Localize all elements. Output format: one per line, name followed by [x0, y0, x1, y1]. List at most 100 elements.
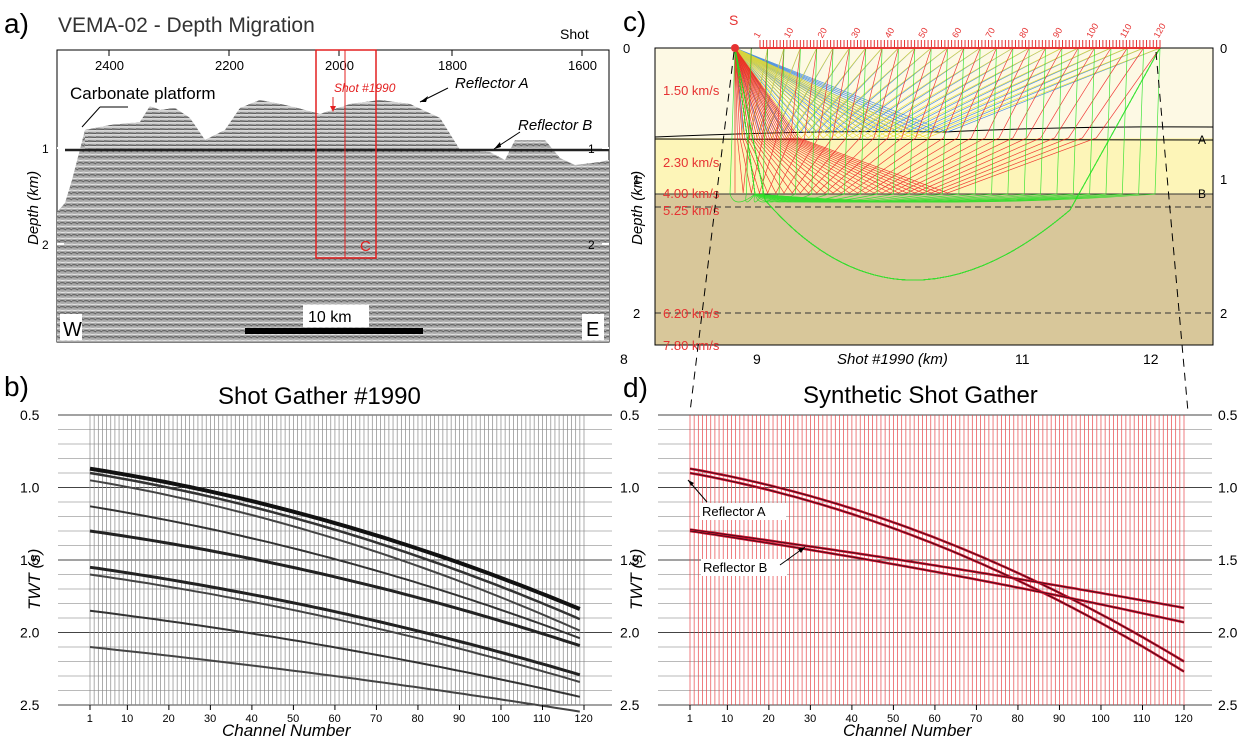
- west-label: W: [63, 319, 82, 341]
- x-tick-label: 70: [970, 713, 982, 725]
- shot-tick-label: 2400: [95, 58, 124, 73]
- receiver-tick-label: 80: [1017, 26, 1031, 40]
- y-tick-label: 1.5: [1218, 552, 1238, 568]
- reflector-a-label: Reflector A: [455, 75, 529, 92]
- synthetic-event-a1-core: [689, 468, 1185, 662]
- shot-tick-label: 1600: [568, 58, 597, 73]
- y-tick-label: 1.0: [620, 480, 640, 496]
- reflector-b-label: Reflector B: [518, 117, 592, 134]
- receiver-tick-label: 10: [782, 26, 796, 40]
- reflector-a-tag-bg: [700, 503, 786, 520]
- receiver-tick-label: 100: [1084, 22, 1100, 40]
- receiver-tick-label: 1: [752, 30, 763, 39]
- x-tick-label: 8: [620, 351, 628, 367]
- velocity-label: 1.50 km/s: [663, 83, 720, 98]
- east-label-bg: [582, 314, 604, 340]
- shot-gather-plot: 0.51.01.52.02.51 10 20 30 40 50 60 70 80 90 100 110…: [20, 407, 612, 740]
- reflection-event: [89, 565, 581, 677]
- y-tick-label: 2.5: [620, 697, 640, 713]
- x-tick-label: 30: [804, 713, 816, 725]
- x-tick-label: 40: [245, 713, 257, 725]
- panel-c: c) 1 10 20 30 40 50 60 70 80 90 100 110 120 S 0 1 2 …: [615, 0, 1246, 372]
- panel-a-title: VEMA-02 - Depth Migration: [58, 14, 315, 37]
- panel-a-ylabel: Depth (km): [25, 171, 42, 245]
- x-tick-label: 1: [87, 713, 93, 725]
- depth-tick-label: 1: [588, 142, 595, 156]
- reflector-b-tag: Reflector B: [703, 560, 767, 575]
- synthetic-event-b1-core: [689, 529, 1185, 609]
- x-tick-label: 12: [1143, 351, 1159, 367]
- x-tick-label: 110: [533, 713, 551, 725]
- reflector-b-tag-arrowhead: [798, 547, 805, 553]
- carbonate-leader: [81, 106, 128, 128]
- x-tick-label: 90: [1053, 713, 1065, 725]
- green-ray-fan-1: [729, 47, 1161, 203]
- y-tick-label: 2.5: [20, 697, 40, 713]
- shot-annotation: Shot #1990: [334, 81, 396, 95]
- receiver-tick-label: 20: [815, 26, 829, 40]
- x-tick-label: 9: [753, 351, 761, 367]
- x-tick-label: 1: [687, 713, 693, 725]
- y-tick-label: 1.0: [1218, 480, 1238, 496]
- receiver-tick-label: 90: [1051, 26, 1065, 40]
- shot-tick-label: 2200: [215, 58, 244, 73]
- y-tick-label: 1.0: [20, 480, 40, 496]
- x-tick-label: 40: [845, 713, 857, 725]
- receiver-tick-label: 50: [916, 26, 930, 40]
- scale-bar: [245, 328, 423, 334]
- x-tick-label: 110: [1133, 713, 1151, 725]
- x-tick-label: 20: [762, 713, 774, 725]
- y-tick-label: 0.5: [1218, 407, 1238, 423]
- panel-c-xlabel: Shot #1990 (km): [837, 351, 948, 368]
- platform-layers: [85, 100, 460, 150]
- panel-b-title: Shot Gather #1990: [218, 383, 421, 410]
- depth-tick-label: 2: [588, 238, 595, 252]
- panel-a-label: a): [4, 8, 29, 39]
- x-tick-label: 50: [887, 713, 899, 725]
- depth-tick-label: 1: [633, 172, 640, 187]
- x-tick-label: 10: [721, 713, 733, 725]
- receiver-tick-label: 30: [849, 26, 863, 40]
- reflection-event: [89, 505, 581, 640]
- panel-d-xlabel: Channel Number: [843, 721, 973, 740]
- panel-d: d) Synthetic Shot Gather 0.5 1.0 1.5 2.0 2.5…: [615, 372, 1246, 740]
- depth-tick-label: 2: [42, 238, 49, 252]
- depth-tick-label: 1: [1220, 172, 1227, 187]
- x-tick-label: 60: [929, 713, 941, 725]
- velocity-label: 5.25 km/s: [663, 203, 720, 218]
- ray-tracing-model: 1 10 20 30 40 50 60 70 80 90 100 110 120 S 0 1 2 0 1…: [620, 12, 1227, 368]
- x-tick-label: 60: [329, 713, 341, 725]
- synthetic-event-b2-core: [689, 530, 1185, 623]
- panel-a-shot-label: Shot: [560, 26, 589, 42]
- receiver-tick-label: 110: [1118, 22, 1134, 39]
- y-tick-label: 0.5: [620, 407, 640, 423]
- y-tick-label: 0.5: [20, 407, 40, 423]
- reflector-b-arrowhead: [494, 142, 501, 149]
- reflector-b-tag-bg: [701, 559, 787, 576]
- y-tick-label: 2.0: [620, 625, 640, 641]
- panel-c-label: c): [623, 6, 647, 37]
- seismic-texture: [57, 100, 609, 342]
- x-tick-label: 30: [204, 713, 216, 725]
- y-tick-label: 2.0: [1218, 625, 1238, 641]
- reflector-b-marker: B: [1198, 187, 1206, 201]
- y-tick-label: 1.5: [20, 552, 40, 568]
- panel-c-ylabel: Depth (km): [629, 171, 646, 245]
- velocity-label: 6.20 km/s: [663, 306, 720, 321]
- scale-bar-label: 10 km: [308, 309, 352, 326]
- scale-bar-label-bg: [303, 305, 369, 327]
- reflection-event: [89, 609, 581, 698]
- panel-d-title: Synthetic Shot Gather: [803, 382, 1038, 409]
- green-ray-fan-2: [734, 47, 1161, 281]
- receiver-tick-label: 120: [1152, 22, 1168, 40]
- x-tick-label: 120: [574, 713, 592, 725]
- x-tick-label: 100: [1091, 713, 1109, 725]
- box-c-label: C: [360, 238, 371, 255]
- depth-tick-label: 2: [1220, 306, 1227, 321]
- seismic-section: 2400 2200 2000 1800 1600 1 2 1 2 Depth (km) …: [25, 49, 610, 343]
- panel-d-label: d): [623, 372, 648, 403]
- y-tick-label: 2.5: [1218, 697, 1238, 713]
- x-tick-label: 80: [1012, 713, 1024, 725]
- x-tick-label: 70: [370, 713, 382, 725]
- east-label: E: [586, 319, 599, 341]
